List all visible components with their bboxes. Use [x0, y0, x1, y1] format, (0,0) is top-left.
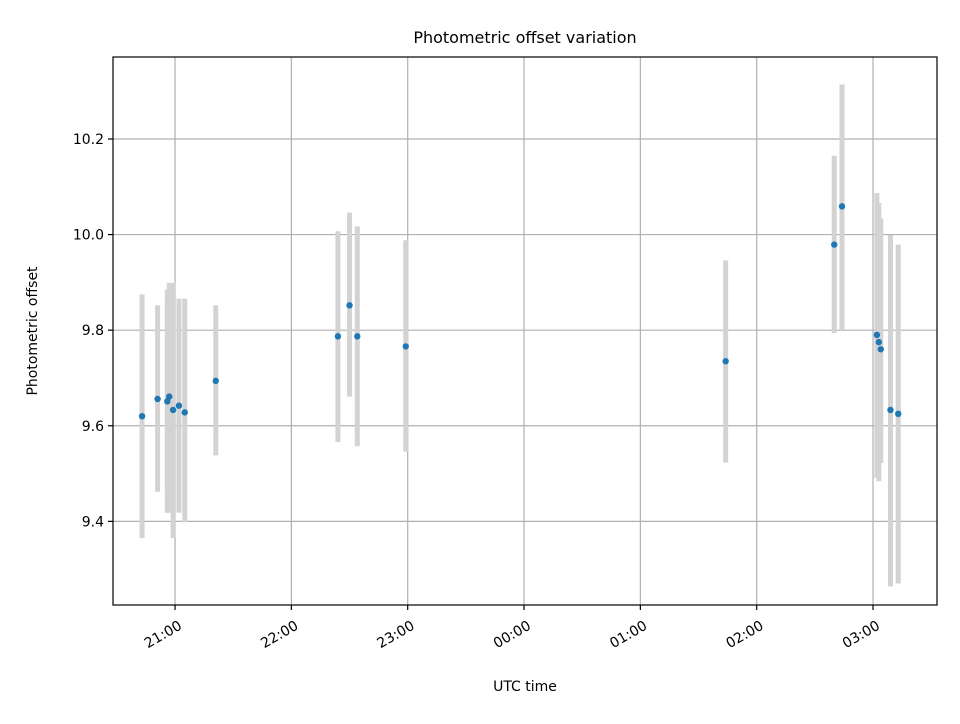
- y-axis-label: Photometric offset: [25, 266, 41, 396]
- data-point: [175, 402, 183, 409]
- data-point: [346, 302, 353, 309]
- data-point: [154, 395, 161, 403]
- y-tick-label: 9.8: [82, 323, 104, 339]
- data-point: [169, 406, 177, 414]
- data-point: [875, 338, 883, 346]
- data-point: [138, 412, 146, 420]
- data-points: [138, 203, 902, 420]
- y-tick-label: 9.4: [82, 514, 104, 530]
- data-point: [838, 203, 846, 210]
- chart-title: Photometric offset variation: [413, 28, 636, 47]
- data-point: [354, 333, 361, 340]
- data-point: [166, 393, 173, 400]
- data-point: [877, 346, 884, 353]
- data-point: [212, 377, 219, 385]
- data-point: [873, 331, 881, 339]
- data-point: [181, 409, 188, 416]
- data-point: [402, 343, 409, 350]
- data-point: [831, 241, 838, 248]
- plot-frame: [112, 56, 938, 606]
- y-tick-label: 10.2: [73, 132, 104, 148]
- x-axis-label: UTC time: [493, 679, 557, 695]
- data-point: [895, 410, 902, 418]
- data-point: [334, 333, 342, 340]
- y-tick-label: 9.6: [82, 419, 104, 435]
- data-point: [887, 406, 894, 414]
- y-tick-label: 10.0: [73, 228, 104, 244]
- data-point: [722, 358, 729, 365]
